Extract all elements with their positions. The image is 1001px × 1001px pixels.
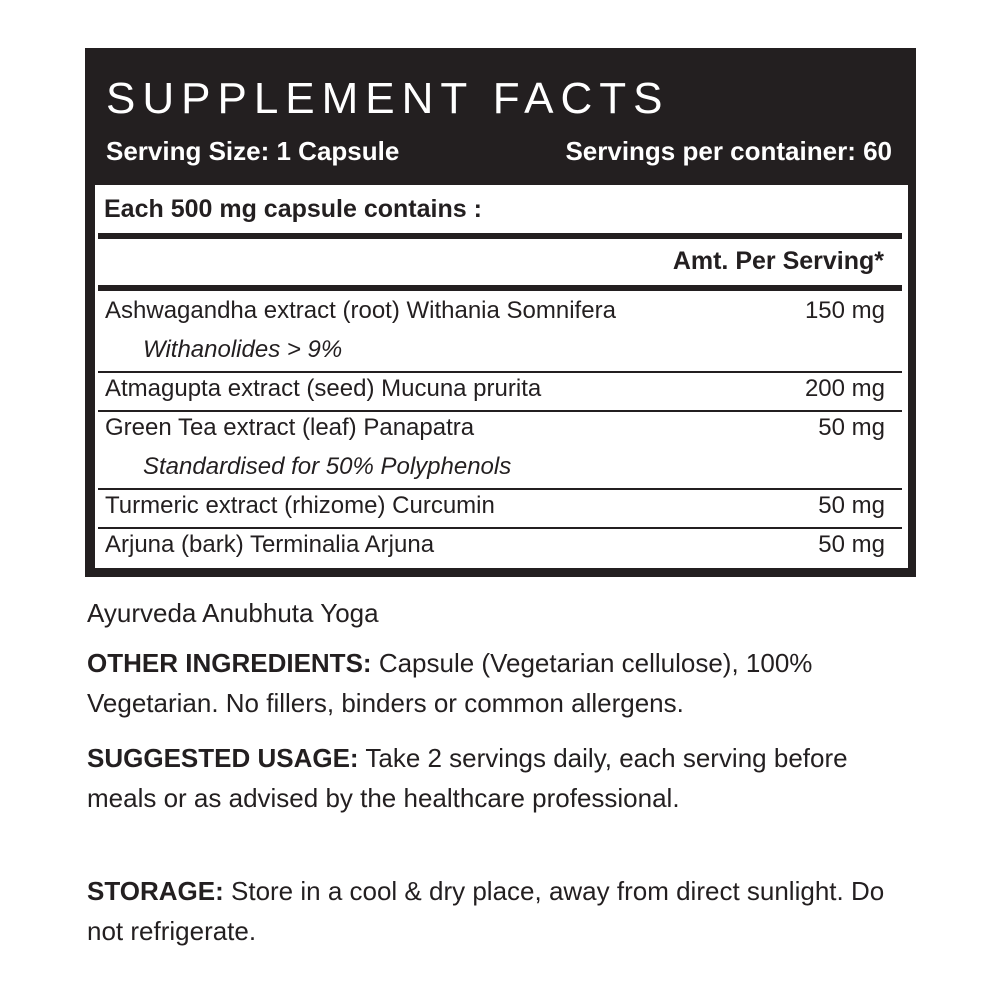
ingredient-name: Turmeric extract (rhizome) Curcumin: [105, 492, 495, 519]
ingredient-row: Atmagupta extract (seed) Mucuna prurita 2…: [105, 375, 885, 403]
ingredient-amount: 200 mg: [804, 375, 885, 402]
ingredient-amount: 150 mg: [804, 297, 885, 324]
divider: [98, 285, 902, 291]
section: STORAGE: Store in a cool & dry place, aw…: [87, 871, 917, 951]
section-label: OTHER INGREDIENTS:: [87, 648, 372, 678]
ingredient-name: Ashwagandha extract (root) Withania Somn…: [105, 297, 616, 324]
section-text: Store in a cool & dry place, away from d…: [87, 876, 885, 946]
table-caption: Each 500 mg capsule contains :: [104, 195, 482, 223]
ingredient-note: Standardised for 50% Polyphenols: [143, 453, 512, 480]
ingredient-name: Arjuna (bark) Terminalia Arjuna: [105, 531, 435, 558]
servings-per-container: Servings per container: 60: [565, 136, 892, 166]
section: OTHER INGREDIENTS: Capsule (Vegetarian c…: [87, 643, 917, 723]
formulation: Ayurveda Anubhuta Yoga: [87, 598, 379, 628]
row-divider: [98, 371, 902, 373]
column-header: Amt. Per Serving*: [672, 247, 884, 275]
section-text: Capsule (Vegetarian cellulose), 100% Veg…: [87, 648, 813, 718]
ingredient-row: Arjuna (bark) Terminalia Arjuna 50 mg: [105, 531, 885, 559]
row-divider: [98, 527, 902, 529]
divider: [98, 233, 902, 239]
serving-size: Serving Size: 1 Capsule: [106, 136, 400, 166]
facts-table: Each 500 mg capsule contains : Amt. Per …: [95, 185, 908, 568]
ingredient-row: Green Tea extract (leaf) Panapatra 50 mg S…: [105, 414, 885, 480]
ingredient-note: Withanolides > 9%: [143, 336, 343, 363]
section: SUGGESTED USAGE: Take 2 servings daily, …: [87, 738, 917, 818]
facts-box: SUPPLEMENT FACTS Serving Size: 1 Capsule…: [85, 48, 916, 577]
row-divider: [98, 410, 902, 412]
ingredient-name: Atmagupta extract (seed) Mucuna prurita: [105, 375, 542, 402]
section-label: SUGGESTED USAGE:: [87, 743, 359, 773]
ingredient-amount: 50 mg: [818, 414, 885, 441]
ingredient-row: Turmeric extract (rhizome) Curcumin 50 mg: [105, 492, 885, 520]
ingredient-amount: 50 mg: [818, 531, 885, 558]
section-text: Take 2 servings daily, each serving befo…: [87, 743, 848, 813]
row-divider: [98, 488, 902, 490]
title: SUPPLEMENT FACTS: [106, 74, 670, 123]
ingredient-name: Green Tea extract (leaf) Panapatra: [105, 414, 475, 441]
ingredient-row: Ashwagandha extract (root) Withania Somn…: [105, 297, 885, 363]
section-label: STORAGE:: [87, 876, 224, 906]
ingredient-amount: 50 mg: [818, 492, 885, 519]
